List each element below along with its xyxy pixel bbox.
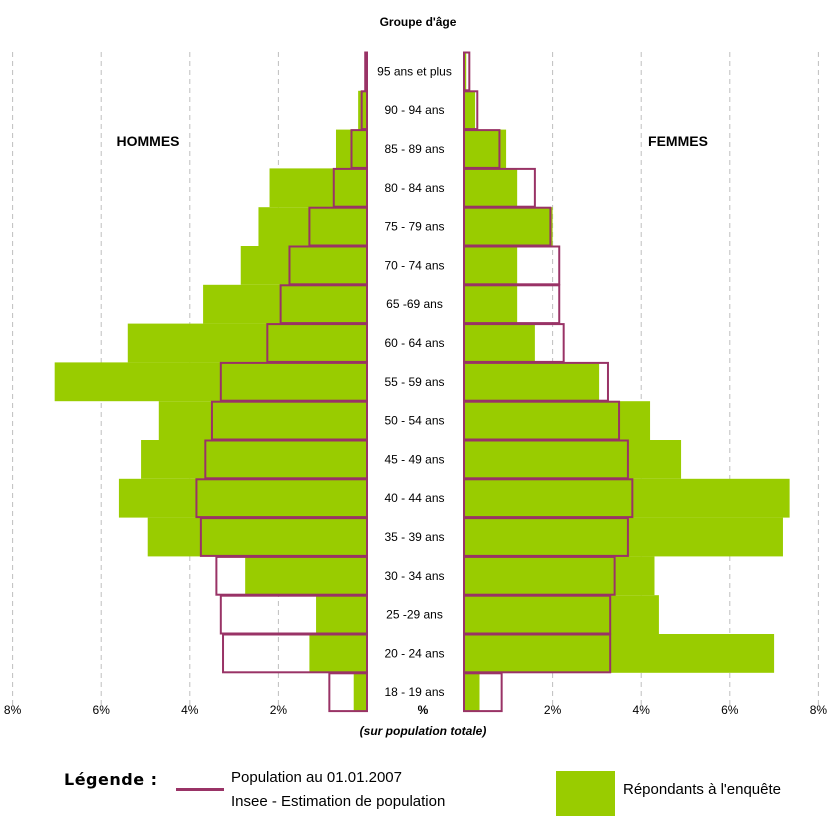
category-label: 70 - 74 ans xyxy=(384,258,444,272)
bar-respondents-femmes xyxy=(464,595,659,634)
bar-population-femmes xyxy=(463,555,616,596)
bar-respondents-hommes xyxy=(127,323,367,363)
category-label: 75 - 79 ans xyxy=(384,220,444,234)
bar-respondents-femmes xyxy=(464,517,783,557)
bar-population-femmes xyxy=(463,361,609,402)
category-label: 55 - 59 ans xyxy=(384,375,444,389)
bar-population-hommes xyxy=(195,478,368,519)
category-label: 40 - 44 ans xyxy=(384,491,444,505)
legend-population-text: Population au 01.01.2007 Insee - Estimat… xyxy=(231,766,445,814)
bar-respondents-hommes xyxy=(158,401,367,440)
bar-population-femmes xyxy=(463,51,471,92)
bar-respondents-femmes xyxy=(464,478,790,518)
x-tick-label-left: 4% xyxy=(181,703,199,717)
chart-title: Groupe d'âge xyxy=(380,15,457,29)
category-label: 20 - 24 ans xyxy=(384,646,444,660)
category-label: 30 - 34 ans xyxy=(384,569,444,583)
bar-respondents-femmes xyxy=(464,672,480,712)
category-label: 60 - 64 ans xyxy=(384,336,444,350)
bar-population-hommes xyxy=(222,633,368,674)
bar-respondents-femmes xyxy=(464,284,518,324)
bar-respondents-hommes xyxy=(240,246,367,285)
category-label: 80 - 84 ans xyxy=(384,181,444,195)
category-label: 65 -69 ans xyxy=(386,297,443,311)
bar-population-femmes xyxy=(463,633,612,674)
bar-population-femmes xyxy=(463,594,612,635)
bar-respondents-hommes xyxy=(147,517,367,557)
bar-respondents-femmes xyxy=(464,207,553,246)
x-axis-label: % xyxy=(418,703,429,717)
bar-respondents-femmes xyxy=(464,52,467,91)
bar-respondents-femmes xyxy=(464,634,775,673)
legend-population-swatch xyxy=(176,788,224,791)
bar-respondents-hommes xyxy=(353,672,367,712)
bar-respondents-femmes xyxy=(464,401,651,440)
bar-respondents-hommes xyxy=(258,207,367,246)
category-label: 50 - 54 ans xyxy=(384,414,444,428)
category-label: 45 - 49 ans xyxy=(384,452,444,466)
legend-population-line2: Insee - Estimation de population xyxy=(231,793,446,810)
bar-respondents-hommes xyxy=(309,634,367,673)
legend-population-line1: Population au 01.01.2007 xyxy=(231,769,402,786)
bar-respondents-femmes xyxy=(464,168,518,208)
x-tick-label-right: 8% xyxy=(810,703,828,717)
femmes-label: FEMMES xyxy=(648,133,708,149)
bar-population-hommes xyxy=(279,284,368,325)
bar-respondents-femmes xyxy=(464,90,476,130)
category-label: 90 - 94 ans xyxy=(384,103,444,117)
bar-population-hommes xyxy=(219,361,368,402)
x-tick-label-left: 8% xyxy=(4,703,22,717)
legend-title: Légende : xyxy=(64,770,158,789)
bar-respondents-femmes xyxy=(464,556,655,596)
hommes-label: HOMMES xyxy=(117,133,180,149)
bar-respondents-femmes xyxy=(464,362,600,402)
labels: 95 ans et plus 90 - 94 ans 85 - 89 ans 80 -… xyxy=(4,64,827,717)
bar-respondents-femmes xyxy=(464,323,535,363)
x-tick-label-right: 6% xyxy=(721,703,739,717)
bar-population-hommes xyxy=(215,555,368,596)
bars xyxy=(54,51,790,713)
bar-respondents-hommes xyxy=(245,556,367,596)
bar-respondents-hommes xyxy=(269,168,367,208)
category-label: 18 - 19 ans xyxy=(384,685,444,699)
bar-population-hommes xyxy=(364,51,368,92)
bar-respondents-hommes xyxy=(141,440,367,479)
category-label: 35 - 39 ans xyxy=(384,530,444,544)
x-tick-label-left: 6% xyxy=(93,703,111,717)
bar-respondents-hommes xyxy=(203,284,367,324)
category-label: 25 -29 ans xyxy=(386,608,443,622)
category-label: 95 ans et plus xyxy=(377,64,452,78)
bar-population-hommes xyxy=(328,672,368,713)
x-tick-label-right: 2% xyxy=(544,703,562,717)
category-label: 85 - 89 ans xyxy=(384,142,444,156)
x-axis-sublabel: (sur population totale) xyxy=(360,724,487,738)
bar-population-femmes xyxy=(463,672,503,713)
bar-population-hommes xyxy=(199,517,368,557)
bar-respondents-hommes xyxy=(316,595,367,634)
bar-respondents-hommes xyxy=(54,362,368,402)
population-pyramid-chart: 95 ans et plus 90 - 94 ans 85 - 89 ans 80 -… xyxy=(4,15,827,738)
x-tick-label-right: 4% xyxy=(633,703,651,717)
bar-population-femmes xyxy=(463,478,634,519)
bar-population-femmes xyxy=(463,517,629,557)
bar-respondents-femmes xyxy=(464,246,518,285)
legend-respondents-swatch xyxy=(556,771,615,816)
bar-respondents-hommes xyxy=(118,478,367,518)
bar-respondents-femmes xyxy=(464,440,682,479)
legend-respondents-text: Répondants à l'enquête xyxy=(623,781,781,798)
bar-population-femmes xyxy=(463,284,561,325)
bar-population-hommes xyxy=(219,594,368,635)
x-tick-label-left: 2% xyxy=(270,703,288,717)
